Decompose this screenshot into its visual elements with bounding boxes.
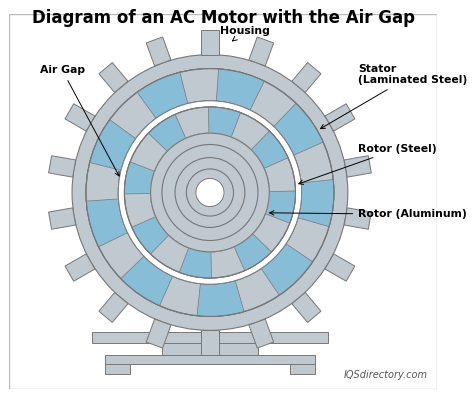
Polygon shape: [265, 191, 295, 223]
Text: Air Gap: Air Gap: [40, 66, 119, 176]
Polygon shape: [251, 131, 288, 168]
Polygon shape: [261, 244, 313, 295]
Polygon shape: [197, 281, 244, 316]
Text: Housing: Housing: [220, 26, 270, 41]
Polygon shape: [292, 63, 321, 93]
Polygon shape: [209, 107, 241, 137]
Polygon shape: [137, 72, 188, 118]
Polygon shape: [146, 37, 171, 66]
Polygon shape: [72, 55, 348, 330]
Bar: [290, 364, 315, 374]
Polygon shape: [249, 37, 273, 66]
Polygon shape: [90, 119, 136, 170]
Polygon shape: [86, 199, 128, 247]
Polygon shape: [121, 256, 173, 306]
Polygon shape: [325, 254, 355, 281]
Polygon shape: [201, 30, 219, 55]
Polygon shape: [65, 104, 95, 131]
Polygon shape: [179, 248, 211, 278]
Text: Rotor (Steel): Rotor (Steel): [299, 144, 437, 184]
Polygon shape: [86, 69, 334, 316]
Polygon shape: [249, 319, 273, 348]
Polygon shape: [146, 319, 171, 348]
Text: IQSdirectory.com: IQSdirectory.com: [344, 370, 428, 380]
Polygon shape: [48, 208, 76, 229]
Polygon shape: [344, 208, 371, 229]
Polygon shape: [132, 217, 169, 254]
Polygon shape: [148, 114, 186, 151]
Polygon shape: [48, 156, 76, 177]
Polygon shape: [65, 254, 95, 281]
Polygon shape: [344, 156, 371, 177]
Bar: [105, 355, 315, 364]
Polygon shape: [273, 103, 323, 155]
Polygon shape: [234, 234, 272, 271]
Bar: [105, 364, 130, 374]
Polygon shape: [216, 69, 264, 110]
Text: Rotor (Aluminum): Rotor (Aluminum): [270, 209, 467, 219]
Text: Diagram of an AC Motor with the Air Gap: Diagram of an AC Motor with the Air Gap: [32, 9, 415, 27]
Polygon shape: [118, 101, 301, 284]
Polygon shape: [99, 63, 128, 93]
Polygon shape: [99, 293, 128, 322]
Bar: [92, 332, 328, 343]
Polygon shape: [201, 330, 219, 355]
Polygon shape: [298, 179, 334, 227]
Polygon shape: [124, 162, 155, 194]
Circle shape: [151, 133, 269, 252]
Polygon shape: [325, 104, 355, 131]
Polygon shape: [292, 293, 321, 322]
Circle shape: [196, 178, 224, 206]
Polygon shape: [124, 107, 295, 278]
Text: Stator
(Laminated Steel): Stator (Laminated Steel): [320, 64, 467, 129]
Bar: [162, 343, 258, 355]
